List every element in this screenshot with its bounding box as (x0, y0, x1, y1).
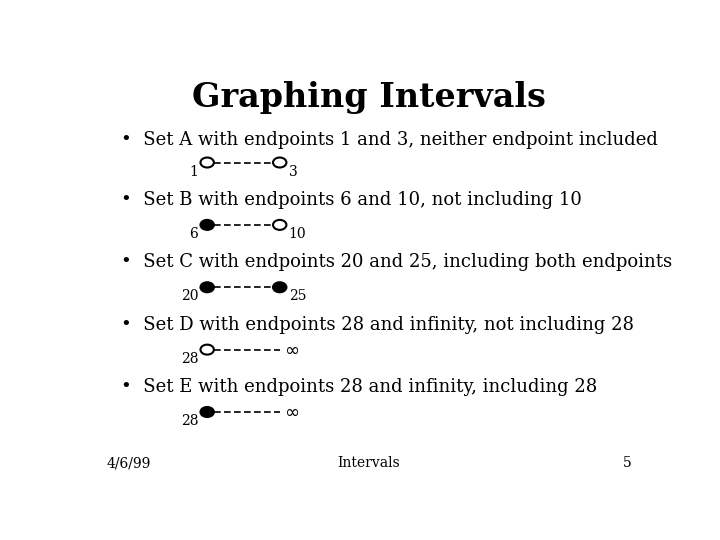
Text: 5: 5 (623, 456, 631, 470)
Text: $\infty$: $\infty$ (284, 403, 300, 421)
Text: 28: 28 (181, 414, 198, 428)
Circle shape (200, 220, 214, 230)
Text: Intervals: Intervals (338, 456, 400, 470)
Text: •  Set C with endpoints 20 and 25, including both endpoints: • Set C with endpoints 20 and 25, includ… (121, 253, 672, 271)
Text: •  Set E with endpoints 28 and infinity, including 28: • Set E with endpoints 28 and infinity, … (121, 378, 597, 396)
Circle shape (200, 158, 214, 167)
Circle shape (273, 282, 287, 292)
Text: $\infty$: $\infty$ (284, 341, 300, 359)
Circle shape (200, 282, 214, 292)
Text: 6: 6 (189, 227, 198, 241)
Circle shape (200, 345, 214, 355)
Text: 4/6/99: 4/6/99 (107, 456, 151, 470)
Text: •  Set D with endpoints 28 and infinity, not including 28: • Set D with endpoints 28 and infinity, … (121, 316, 634, 334)
Text: •  Set B with endpoints 6 and 10, not including 10: • Set B with endpoints 6 and 10, not inc… (121, 191, 582, 209)
Circle shape (273, 220, 287, 230)
Text: 10: 10 (289, 227, 306, 241)
Text: •  Set A with endpoints 1 and 3, neither endpoint included: • Set A with endpoints 1 and 3, neither … (121, 131, 657, 149)
Text: 1: 1 (189, 165, 198, 179)
Text: Graphing Intervals: Graphing Intervals (192, 82, 546, 114)
Circle shape (273, 158, 287, 167)
Circle shape (200, 407, 214, 417)
Text: 25: 25 (289, 289, 306, 303)
Text: 28: 28 (181, 352, 198, 366)
Text: 20: 20 (181, 289, 198, 303)
Text: 3: 3 (289, 165, 297, 179)
